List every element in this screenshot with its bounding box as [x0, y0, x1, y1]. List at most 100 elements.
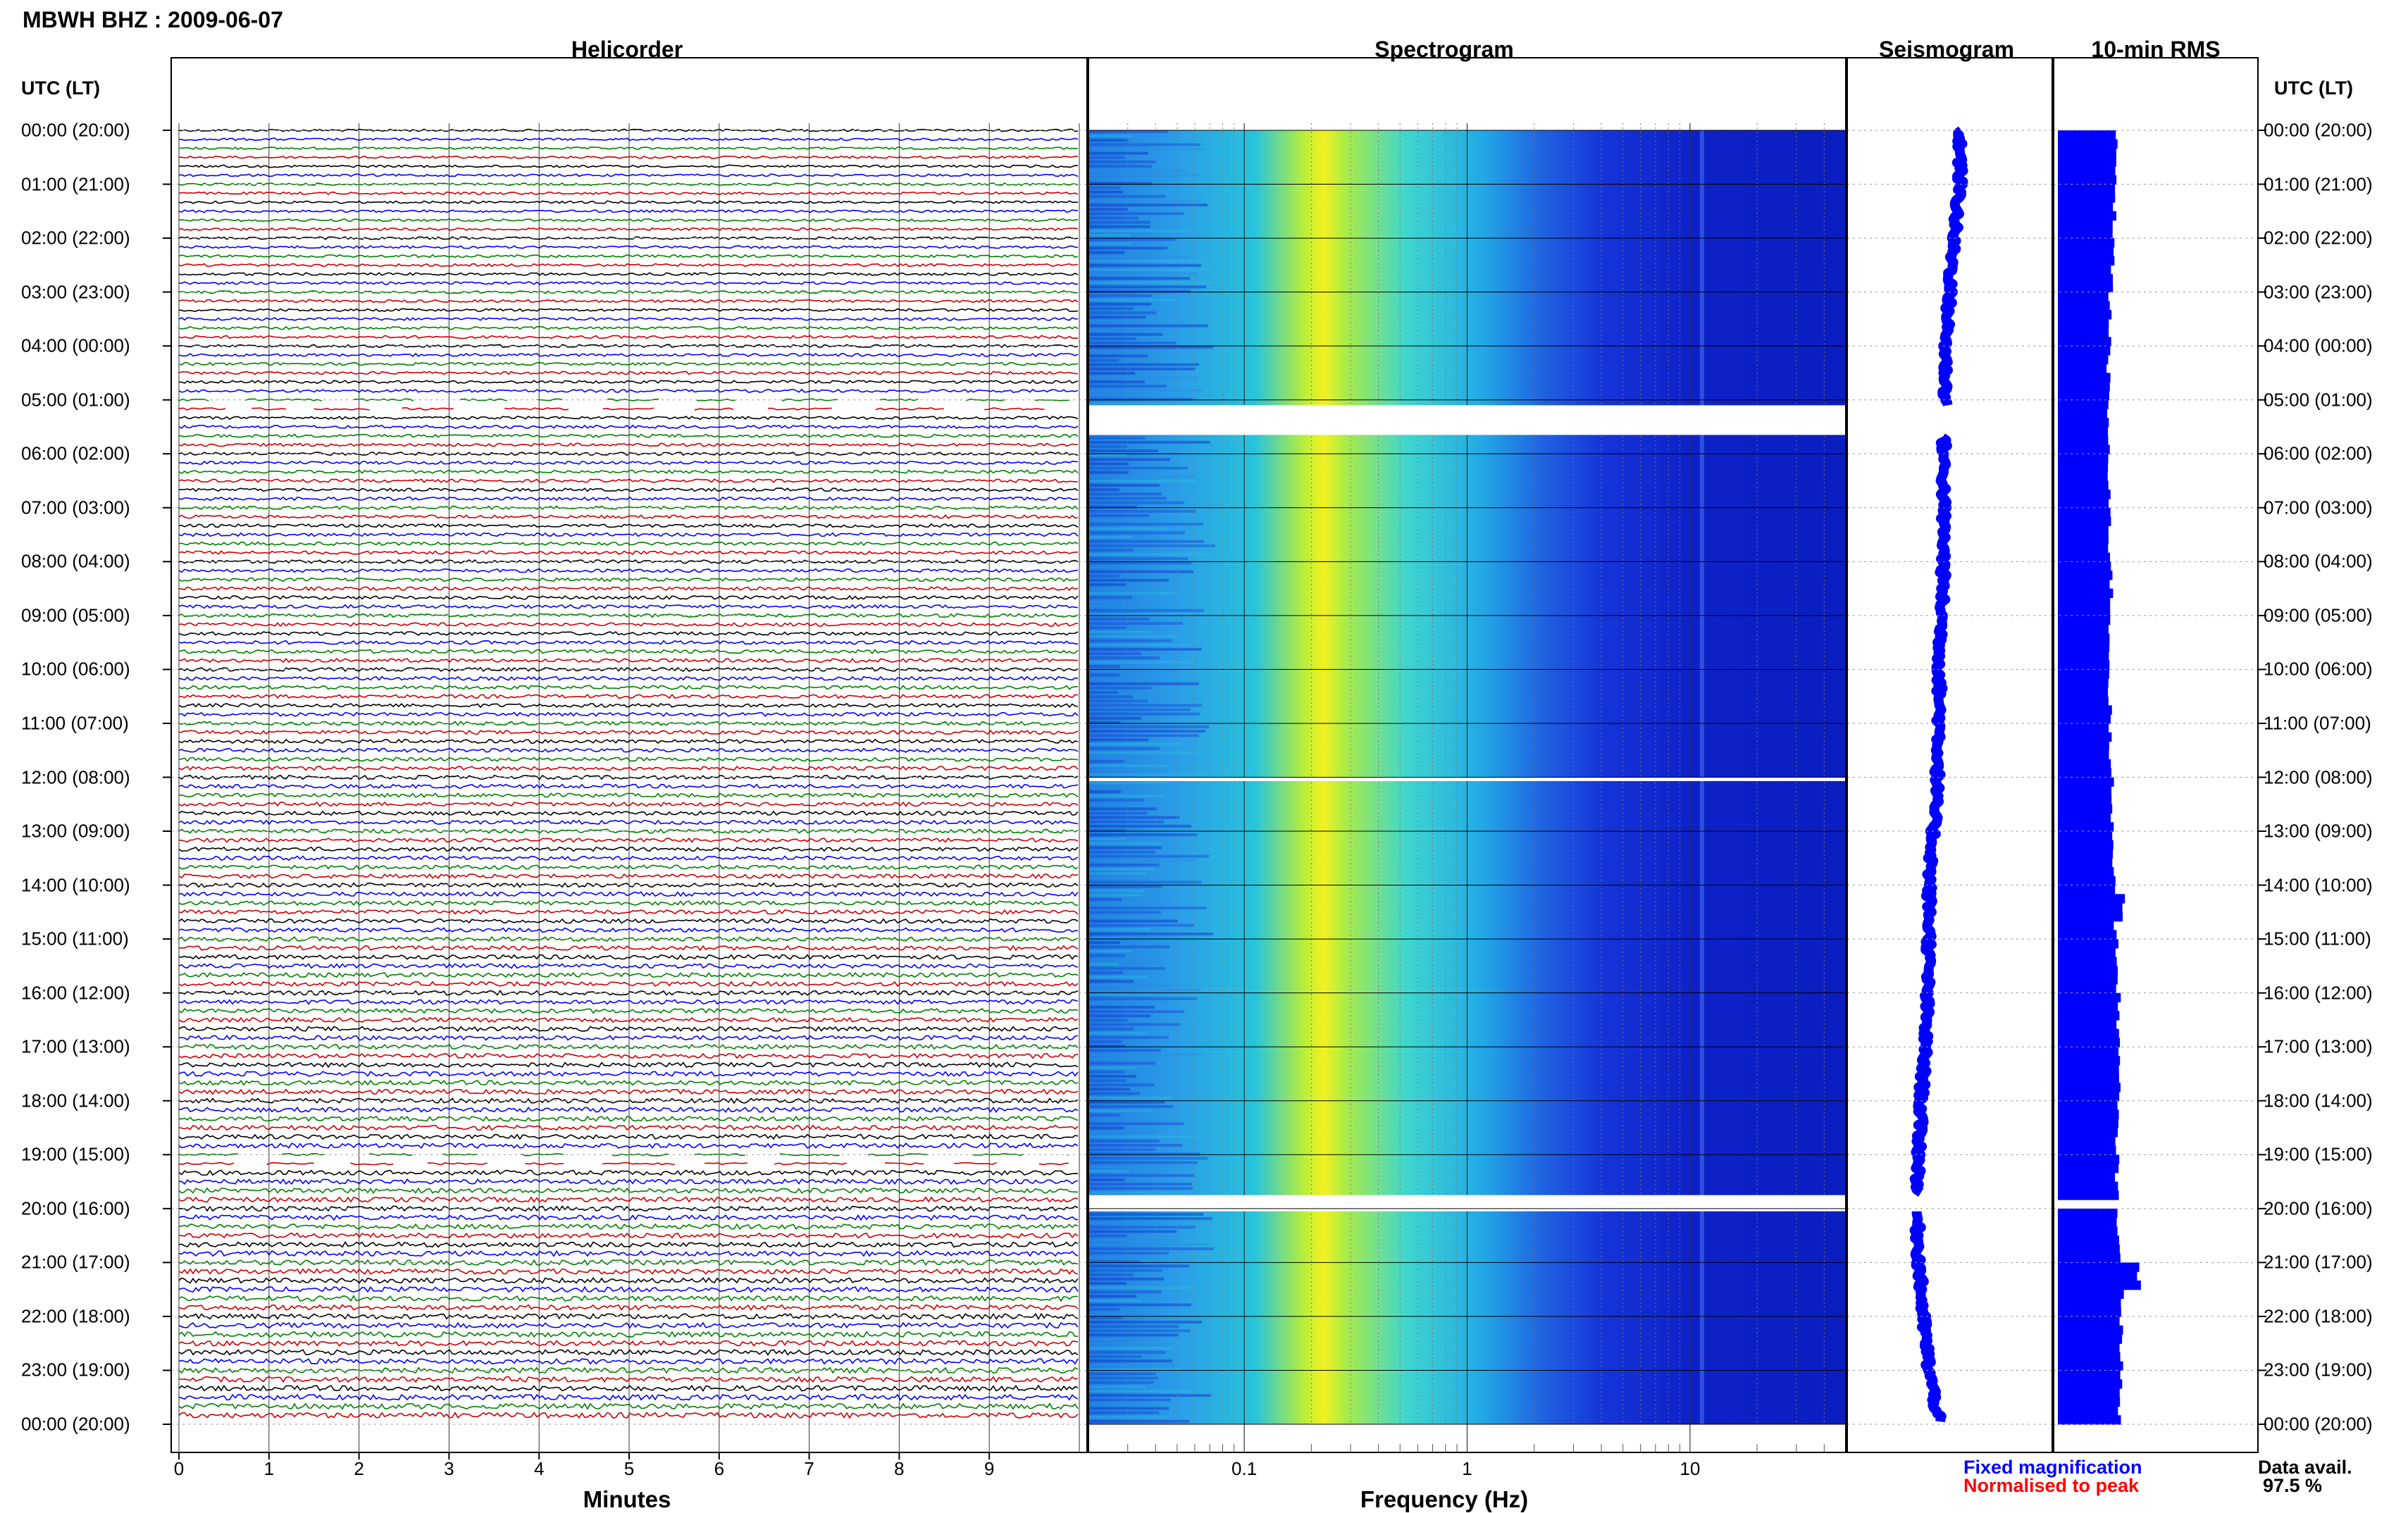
helicorder-trace: [178, 675, 1079, 681]
rms-bar: [2058, 939, 2118, 949]
rms-bar: [2058, 1226, 2118, 1236]
helicorder-trace: [178, 945, 1079, 952]
rms-bar: [2058, 669, 2109, 679]
helicorder-trace: [178, 550, 1079, 555]
rms-bar: [2058, 1154, 2120, 1164]
spectrogram-band: [1088, 1019, 1128, 1022]
spectrogram-band: [1088, 156, 1124, 159]
spectrogram-band: [1088, 721, 1120, 724]
spectrogram-band: [1088, 626, 1127, 630]
chart-title: MBWH BHZ : 2009-06-07: [23, 7, 283, 32]
helicorder-trace: [178, 577, 1079, 583]
helicorder-trace: [178, 1384, 1079, 1393]
spectrogram-band: [1088, 1118, 1151, 1121]
spectrogram-band: [1088, 1148, 1156, 1152]
spectrogram-band: [1088, 190, 1123, 194]
helicorder-trace: [178, 200, 1079, 204]
spectrogram-band: [1088, 1390, 1191, 1393]
spectrogram-panel: [1088, 123, 1847, 1452]
spectrogram-band: [1088, 592, 1179, 595]
rms-bar: [2058, 1262, 2140, 1272]
helicorder-trace: [178, 586, 1079, 592]
time-label-left: 16:00 (12:00): [21, 982, 130, 1004]
rms-bar: [2058, 723, 2109, 733]
helicorder-trace: [178, 747, 1079, 754]
spectrogram-band: [1088, 1252, 1169, 1255]
spectrogram-band: [1088, 208, 1128, 211]
time-label-right: 01:00 (21:00): [2264, 173, 2373, 195]
rms-bar: [2058, 480, 2109, 490]
spectrogram-band: [1088, 169, 1190, 173]
helicorder-trace: [178, 702, 1079, 709]
helicorder-trace: [178, 909, 1079, 915]
helicorder-trace: [178, 971, 1079, 978]
spectrogram-band: [1088, 980, 1134, 983]
spectrogram-band: [1088, 294, 1152, 297]
rms-bar: [2058, 975, 2118, 985]
spectrogram-band: [1088, 639, 1172, 642]
helicorder-trace: [178, 380, 1079, 385]
spectrogram-band: [1088, 173, 1199, 177]
helicorder-trace: [178, 604, 1079, 609]
rms-bar: [2058, 1073, 2119, 1083]
rms-bar: [2058, 516, 2111, 526]
rms-bar: [2058, 525, 2109, 535]
spectrogram-band: [1088, 799, 1144, 802]
spectrogram-band: [1088, 1325, 1179, 1328]
spectrogram-band: [1088, 842, 1161, 845]
spectrogram-band: [1088, 1364, 1175, 1367]
rms-bar: [2058, 1028, 2119, 1039]
spectrogram-band: [1088, 1083, 1154, 1087]
spectrogram-band: [1088, 1333, 1179, 1337]
helicorder-trace: [178, 272, 1079, 276]
helicorder-trace: [178, 864, 1079, 870]
helicorder-trace: [178, 810, 1079, 816]
spectrogram-band: [1088, 1359, 1172, 1363]
time-label-left: 14:00 (10:00): [21, 874, 130, 896]
rms-bar: [2058, 1011, 2120, 1021]
frequency-tick-label: 0.1: [1231, 1458, 1258, 1479]
minute-tick-label: 8: [894, 1458, 905, 1479]
spectrogram-band: [1088, 1066, 1137, 1069]
spectrogram-band: [1088, 1372, 1156, 1376]
helicorder-trace: [178, 1196, 1079, 1203]
helicorder-trace: [178, 523, 1079, 528]
spectrogram-band: [1088, 1126, 1124, 1130]
spectrogram-band: [1088, 147, 1205, 151]
rms-bar: [2058, 660, 2110, 671]
helicorder-trace: [178, 900, 1078, 907]
rms-bar: [2058, 750, 2109, 760]
rms-bar: [2058, 983, 2116, 994]
helicorder-trace: [178, 640, 1079, 645]
rms-bar: [2058, 911, 2123, 922]
spectrogram-band: [1088, 204, 1208, 207]
spectrogram-band: [1088, 212, 1184, 216]
spectrogram-band: [1088, 898, 1122, 901]
helicorder-trace: [178, 1088, 1079, 1095]
spectrogram-band: [1088, 854, 1209, 858]
helicorder-trace: [178, 1106, 1079, 1114]
rms-bar: [2058, 490, 2111, 499]
spectrogram-band: [1088, 604, 1126, 608]
helicorder-trace: [179, 416, 1079, 421]
rms-bar: [2058, 382, 2110, 392]
rms-bar: [2058, 633, 2110, 643]
spectrogram-band: [1088, 194, 1166, 198]
rms-bar: [2058, 867, 2114, 877]
minute-tick-label: 6: [714, 1458, 725, 1479]
spectrogram-band: [1088, 941, 1120, 945]
spectrogram-band: [1088, 976, 1148, 979]
spectrogram-band: [1088, 324, 1208, 328]
time-label-left: 12:00 (08:00): [21, 766, 130, 787]
spectrogram-band: [1088, 617, 1149, 621]
rms-bar: [2058, 454, 2109, 463]
spectrogram-band: [1088, 1045, 1125, 1048]
time-label-right: 21:00 (17:00): [2264, 1251, 2373, 1273]
spectrogram-band: [1088, 1061, 1155, 1065]
rms-bar: [2058, 337, 2111, 347]
spectrogram-band: [1088, 984, 1172, 988]
rms-bar: [2058, 175, 2117, 185]
spectrogram-gap: [1088, 777, 1846, 781]
time-label-right: 08:00 (04:00): [2264, 550, 2373, 572]
spectrogram-band: [1088, 484, 1160, 487]
